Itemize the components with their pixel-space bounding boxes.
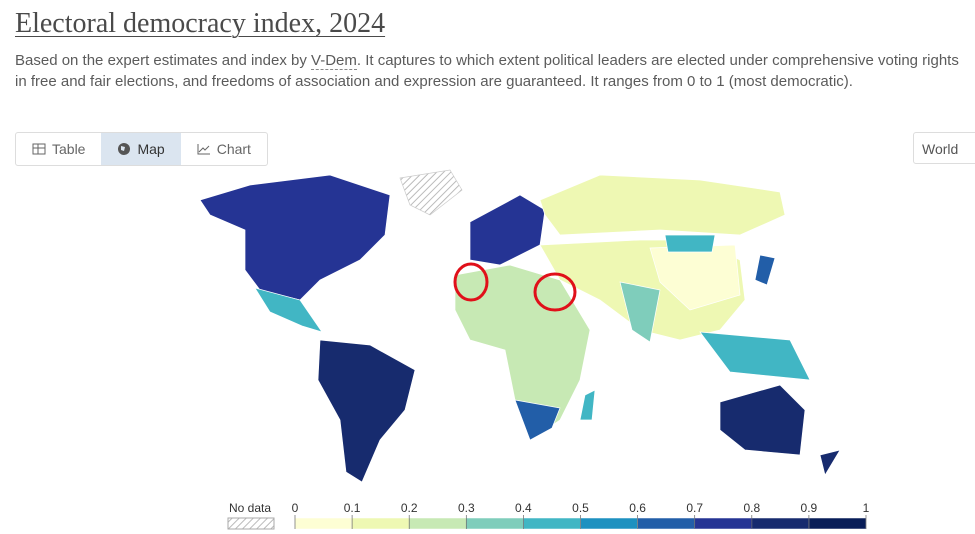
europe <box>469 194 546 266</box>
legend-tick-label: 0.3 <box>458 501 475 515</box>
legend-bin <box>408 517 467 530</box>
legend-bin <box>523 517 581 530</box>
icon <box>32 143 46 155</box>
legend-bin <box>808 517 867 530</box>
southeast-asia <box>699 331 811 381</box>
legend-tick-label: 0.5 <box>572 501 589 515</box>
legend-tick-label: 0.7 <box>686 501 703 515</box>
legend-tick-label: 0.8 <box>743 501 760 515</box>
legend-tick-label: 0.4 <box>515 501 532 515</box>
legend-tick-label: 0.1 <box>344 501 361 515</box>
south-america <box>317 339 416 483</box>
central-america <box>254 287 323 333</box>
region-selector[interactable]: World <box>913 132 975 164</box>
legend-tick-label: 0 <box>292 501 299 515</box>
no-data-swatch <box>227 517 275 530</box>
greenland <box>399 169 463 216</box>
india <box>619 281 661 343</box>
australia <box>719 384 806 456</box>
japan <box>754 254 776 286</box>
russia <box>539 174 786 236</box>
legend-bin <box>351 517 410 530</box>
tab[interactable]: Table <box>16 133 101 165</box>
legend-tick-label: 1 <box>863 501 870 515</box>
madagascar <box>579 389 596 421</box>
north-america <box>199 174 391 301</box>
legend-bin <box>580 517 638 530</box>
tab[interactable]: Chart <box>181 133 267 165</box>
legend-bin <box>466 517 524 530</box>
legend-bin <box>294 517 353 530</box>
legend-bin <box>637 517 695 530</box>
tab[interactable]: Map <box>101 133 181 165</box>
legend-tick-label: 0.6 <box>629 501 646 515</box>
legend-bin <box>694 517 753 530</box>
annotation-circle <box>533 272 577 312</box>
subtitle: Based on the expert estimates and index … <box>15 50 960 92</box>
source-link[interactable]: V-Dem <box>311 52 357 70</box>
legend-tick-label: 0.2 <box>401 501 418 515</box>
countries <box>199 169 841 483</box>
legend-tick-label: 0.9 <box>801 501 818 515</box>
new-zealand <box>819 449 841 476</box>
icon <box>118 143 131 155</box>
subtitle-text: Based on the expert estimates and index … <box>15 52 312 69</box>
annotation-circle <box>453 262 489 302</box>
mongolia <box>664 234 716 253</box>
subtitle-text: . It captures to which extent political … <box>15 52 959 90</box>
china <box>649 244 741 311</box>
no-data-label: No data <box>229 501 271 515</box>
tab-bar: Table Map Chart <box>15 132 268 166</box>
tab-label: Table <box>52 141 86 157</box>
legend-bin <box>751 517 810 530</box>
title: Electoral democracy index, 2024 <box>15 8 386 39</box>
icon <box>197 144 210 155</box>
tab-label: Chart <box>216 141 251 157</box>
southern-africa <box>514 399 561 441</box>
tab-label: Map <box>137 141 165 157</box>
